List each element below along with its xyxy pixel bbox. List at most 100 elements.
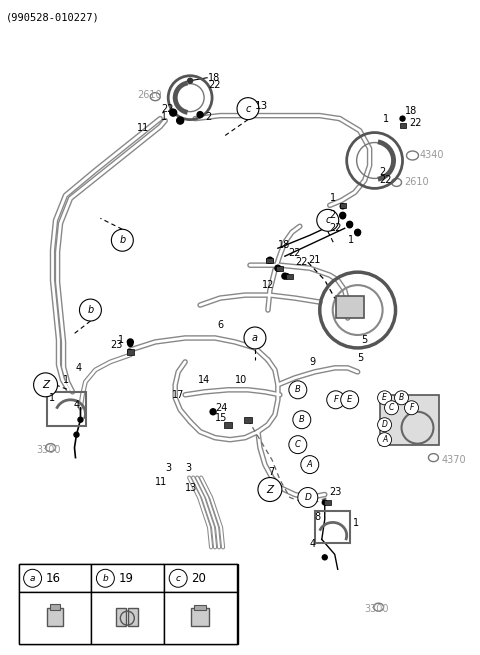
Text: D: D: [304, 493, 311, 502]
Circle shape: [340, 212, 346, 218]
Circle shape: [188, 78, 192, 83]
Circle shape: [305, 462, 310, 467]
Text: 6: 6: [217, 320, 223, 330]
Text: D: D: [382, 421, 387, 429]
Circle shape: [340, 204, 345, 209]
Bar: [276, 266, 283, 271]
Bar: [164, 592, 237, 644]
Circle shape: [317, 210, 339, 231]
Text: B: B: [299, 415, 305, 424]
Text: 3: 3: [185, 462, 192, 473]
Text: 15: 15: [215, 413, 228, 422]
Text: F: F: [409, 403, 414, 412]
Text: 4: 4: [75, 363, 82, 373]
Bar: [47, 608, 62, 626]
Text: 22: 22: [409, 118, 422, 128]
Circle shape: [237, 98, 259, 120]
Text: 13: 13: [255, 101, 268, 111]
Text: Z: Z: [42, 380, 49, 390]
Text: Z: Z: [266, 485, 274, 495]
Text: 14: 14: [198, 375, 210, 385]
Text: 4: 4: [310, 539, 316, 550]
Bar: [49, 604, 60, 610]
Circle shape: [341, 391, 359, 409]
Circle shape: [300, 417, 304, 422]
Bar: [399, 123, 406, 128]
Bar: [266, 257, 274, 263]
Text: E: E: [382, 393, 387, 402]
Text: 1: 1: [383, 113, 389, 124]
Text: 18: 18: [405, 105, 417, 116]
Bar: [19, 565, 238, 644]
Bar: [224, 422, 232, 428]
Circle shape: [284, 274, 289, 278]
Bar: [324, 500, 331, 506]
Text: 22: 22: [161, 103, 174, 113]
Text: 22: 22: [380, 176, 392, 185]
Bar: [164, 565, 237, 592]
Text: 12: 12: [262, 280, 274, 290]
Circle shape: [111, 229, 133, 252]
Text: A: A: [382, 435, 387, 444]
Text: 2: 2: [330, 210, 336, 220]
Text: 2: 2: [380, 168, 386, 178]
Bar: [127, 349, 134, 355]
Circle shape: [289, 436, 307, 454]
Text: C: C: [295, 440, 301, 449]
Text: c: c: [325, 215, 330, 225]
Bar: [91, 592, 164, 644]
Text: 1: 1: [48, 393, 55, 403]
Circle shape: [378, 418, 392, 432]
Text: 19: 19: [119, 572, 133, 585]
Circle shape: [292, 442, 297, 447]
Circle shape: [400, 116, 405, 121]
Bar: [116, 608, 126, 626]
Circle shape: [289, 381, 307, 399]
Circle shape: [128, 349, 133, 354]
Text: 18: 18: [278, 240, 290, 250]
Text: A: A: [307, 460, 312, 469]
Circle shape: [177, 117, 184, 124]
Circle shape: [298, 487, 318, 508]
Circle shape: [169, 569, 187, 588]
Circle shape: [322, 500, 327, 505]
Circle shape: [282, 273, 288, 279]
Bar: [91, 565, 164, 592]
Text: 8: 8: [315, 512, 321, 523]
Text: 17: 17: [172, 390, 185, 400]
Circle shape: [128, 341, 133, 346]
Bar: [128, 608, 138, 626]
Text: 23: 23: [110, 340, 123, 350]
Text: 4370: 4370: [442, 455, 466, 464]
Bar: [340, 203, 346, 208]
Text: 22: 22: [288, 248, 300, 258]
Text: 24: 24: [215, 403, 228, 413]
Circle shape: [378, 391, 392, 405]
Circle shape: [322, 555, 327, 560]
Circle shape: [378, 433, 392, 447]
Text: 18: 18: [208, 73, 220, 83]
Circle shape: [275, 265, 281, 271]
Text: 5: 5: [361, 335, 368, 345]
Circle shape: [405, 401, 419, 415]
Text: c: c: [245, 103, 251, 113]
Text: 1: 1: [330, 193, 336, 203]
Text: 9: 9: [310, 357, 316, 367]
Text: 1: 1: [348, 235, 354, 245]
Circle shape: [244, 327, 266, 349]
Circle shape: [347, 223, 352, 228]
Text: 7: 7: [268, 466, 274, 477]
Text: 10: 10: [235, 375, 247, 385]
Bar: [336, 296, 364, 318]
Text: 11: 11: [155, 477, 168, 487]
Text: c: c: [176, 574, 180, 583]
Circle shape: [96, 569, 114, 588]
Bar: [380, 395, 439, 445]
Circle shape: [293, 411, 311, 429]
Bar: [287, 274, 293, 278]
Circle shape: [127, 339, 133, 345]
Text: b: b: [119, 235, 125, 245]
Text: 4340: 4340: [420, 149, 444, 160]
Circle shape: [24, 569, 42, 588]
Bar: [191, 608, 209, 626]
